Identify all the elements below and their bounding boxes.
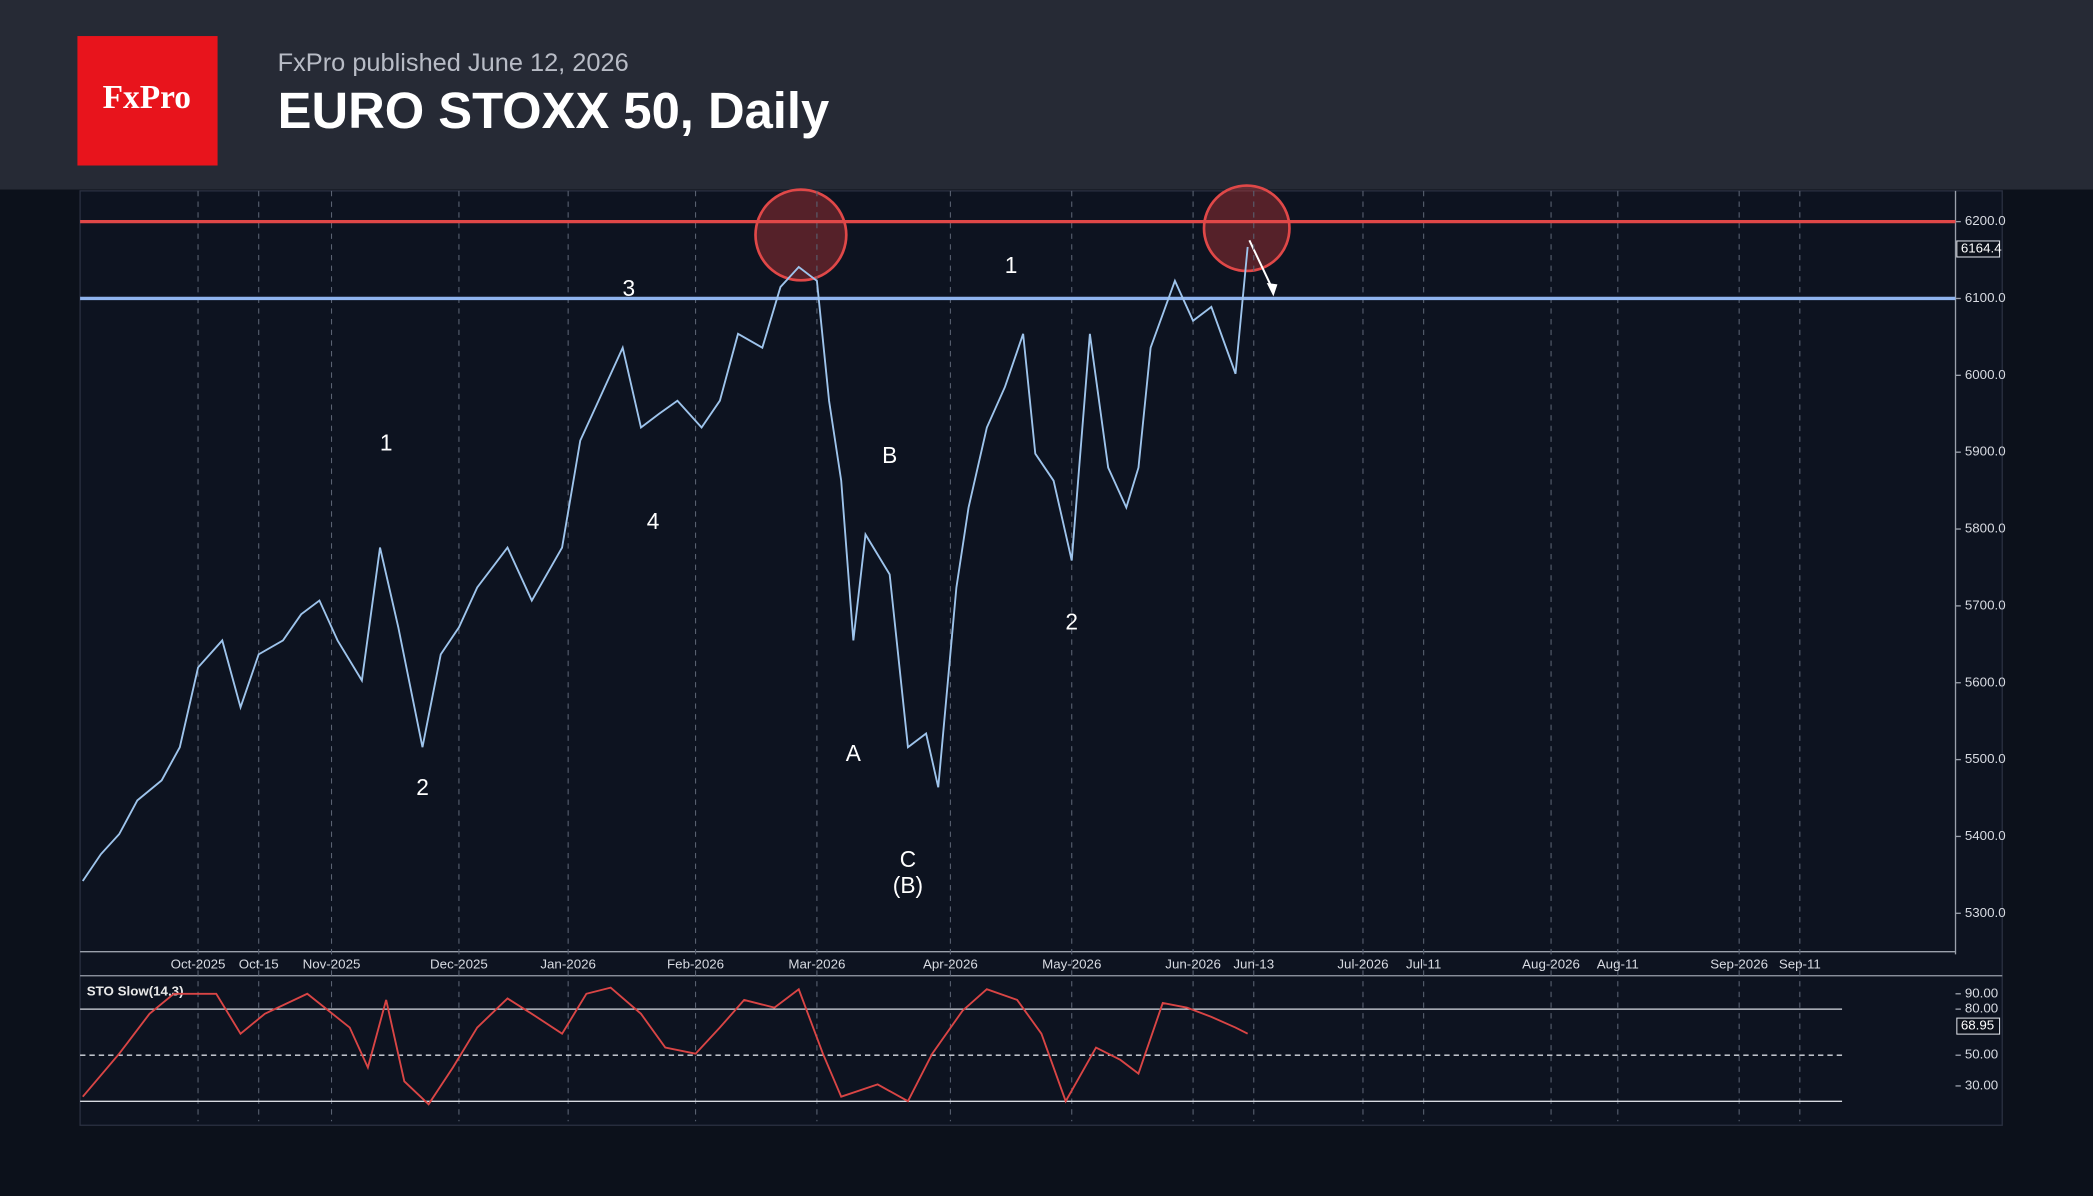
wave-label: (B): [893, 872, 923, 898]
wave-label: 3: [623, 275, 636, 301]
last-value-box: [1956, 240, 2001, 258]
header-bar: [0, 0, 2093, 190]
x-tick-label: Aug-2026: [1522, 957, 1580, 972]
y-tick-label: 30.00: [1965, 1077, 1998, 1092]
x-tick-label: Jul-2026: [1337, 957, 1388, 972]
x-tick-label: Jan-2026: [540, 957, 596, 972]
wave-label: B: [882, 442, 897, 468]
y-tick-label: 5500.0: [1965, 751, 2006, 766]
x-tick-label: Jun-13: [1233, 957, 1274, 972]
last-value-label: 68.95: [1961, 1018, 1994, 1033]
last-value-box: [1956, 1017, 2001, 1035]
wave-label: 4: [647, 508, 660, 534]
plot-frame: [79, 190, 2003, 1126]
x-tick-label: Sep-11: [1779, 957, 1821, 972]
y-tick-label: 80.00: [1965, 1001, 1998, 1016]
highlight-circle: [1202, 184, 1291, 273]
wave-label: C: [900, 846, 916, 872]
y-tick-label: 5300.0: [1965, 905, 2006, 920]
x-tick-label: Dec-2025: [430, 957, 488, 972]
wave-label: 1: [1005, 252, 1018, 278]
y-tick-label: 90.00: [1965, 985, 1998, 1000]
stochastic-title: STO Slow(14,3): [87, 983, 184, 998]
wave-label: 1: [380, 429, 393, 455]
wave-label: 2: [416, 774, 429, 800]
x-tick-label: Aug-11: [1597, 957, 1639, 972]
x-tick-label: Sep-2026: [1710, 957, 1768, 972]
title: EURO STOXX 50, Daily: [278, 82, 830, 139]
last-value-label: 6164.4: [1961, 241, 2002, 256]
x-tick-label: Mar-2026: [788, 957, 845, 972]
wave-label: 2: [1065, 609, 1078, 635]
x-tick-label: Feb-2026: [667, 957, 724, 972]
y-tick-label: 5900.0: [1965, 444, 2006, 459]
subtitle: FxPro published June 12, 2026: [278, 49, 629, 77]
x-tick-label: Apr-2026: [923, 957, 978, 972]
y-tick-label: 6100.0: [1965, 290, 2006, 305]
x-tick-label: Oct-15: [239, 957, 279, 972]
y-tick-label: 5400.0: [1965, 828, 2006, 843]
series-line: [82, 986, 1249, 1106]
x-tick-label: Oct-2025: [171, 957, 226, 972]
y-tick-label: 50.00: [1965, 1047, 1998, 1062]
y-tick-label: 5600.0: [1965, 674, 2006, 689]
y-tick-label: 5800.0: [1965, 521, 2006, 536]
y-tick-label: 5700.0: [1965, 597, 2006, 612]
x-tick-label: Jul-11: [1406, 957, 1441, 972]
arrow-head: [1266, 282, 1278, 297]
x-tick-label: Nov-2025: [303, 957, 361, 972]
logo-box: [77, 36, 218, 166]
wave-label: A: [846, 740, 862, 766]
series-line: [81, 246, 1249, 882]
logo: FxPro: [103, 79, 191, 116]
y-tick-label: 6000.0: [1965, 367, 2006, 382]
y-tick-label: 6200.0: [1965, 213, 2006, 228]
highlight-circle: [754, 188, 848, 282]
x-tick-label: May-2026: [1042, 957, 1101, 972]
x-tick-label: Jun-2026: [1165, 957, 1221, 972]
